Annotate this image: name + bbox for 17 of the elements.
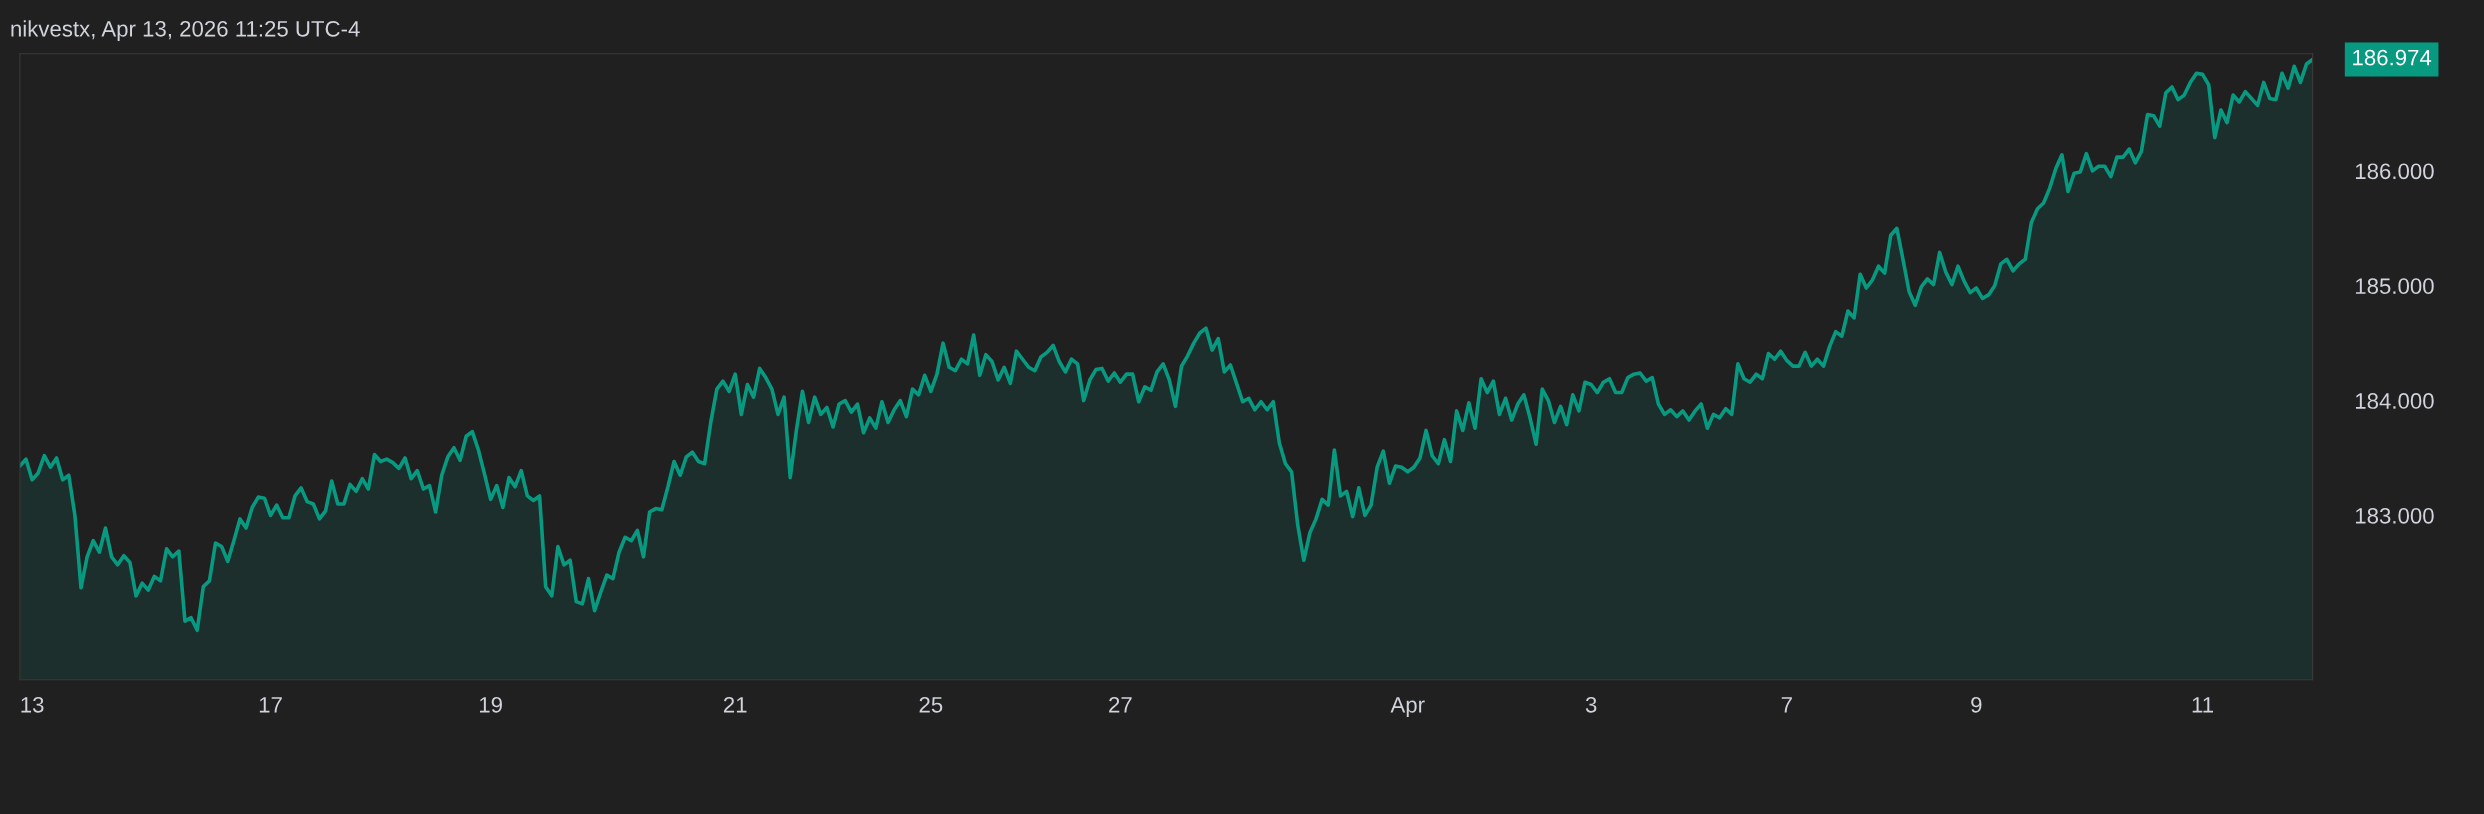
x-tick-label: 7: [1781, 697, 1792, 713]
x-tick-label: 13: [21, 696, 44, 713]
x-tick-label: 3: [1585, 696, 1597, 713]
y-tick-label: 186.000: [2355, 163, 2434, 180]
x-tick-label: Apr: [1390, 697, 1425, 718]
y-tick-label: 184.000: [2355, 393, 2434, 409]
x-tick-label: 9: [1971, 696, 1982, 713]
x-tick-label: 21: [723, 696, 747, 713]
x-tick-label: 27: [1109, 696, 1132, 713]
chart-title: nikvestx, Apr 13, 2026 11:25 UTC-4: [11, 20, 360, 42]
x-tick-label: 11: [2192, 697, 2214, 713]
x-tick-label: 17: [259, 697, 282, 713]
y-tick-label: 185.000: [2355, 278, 2434, 294]
x-tick-label: 19: [479, 696, 502, 713]
y-tick-label: 183.000: [2355, 507, 2434, 524]
x-tick-label: 25: [919, 696, 943, 713]
text: 186.974: [2353, 49, 2432, 66]
